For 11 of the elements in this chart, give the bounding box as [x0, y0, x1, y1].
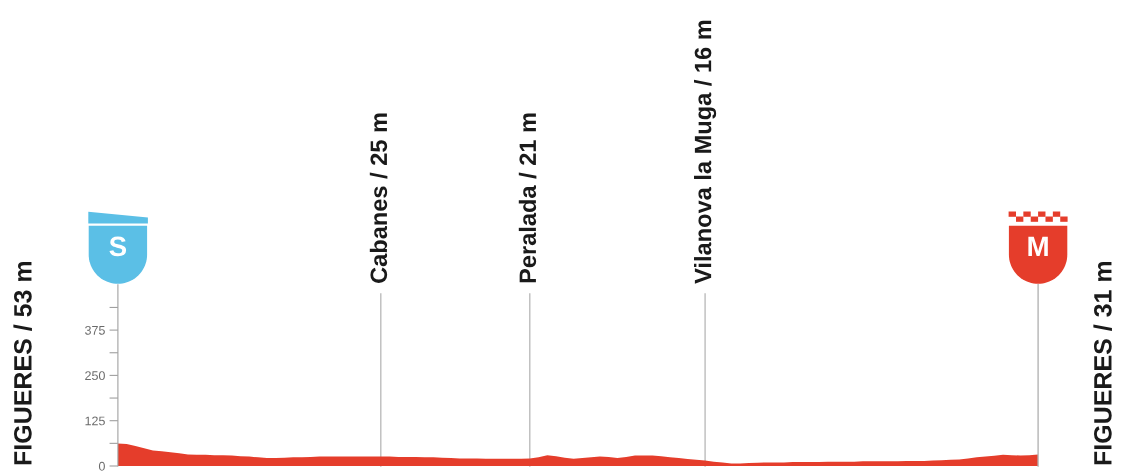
text: FIGUERES / 31 m [1093, 261, 1112, 465]
text: S [109, 236, 127, 257]
y-tick-label: 125 [85, 416, 105, 426]
text: FIGUERES / 53 m [13, 261, 32, 465]
y-tick-label: 0 [98, 461, 105, 471]
y-tick-label: 375 [85, 325, 105, 335]
x-tick-label: Cabanes / 25 m [369, 113, 388, 283]
y-tick-label: 250 [85, 371, 105, 381]
x-tick-label: Vilanova la Muga / 16 m [694, 20, 717, 284]
x-tick-label: Peralada / 21 m [518, 113, 537, 283]
text: M [1028, 236, 1048, 256]
